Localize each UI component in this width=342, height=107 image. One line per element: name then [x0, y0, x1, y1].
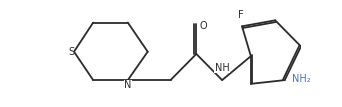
Text: NH: NH [215, 63, 229, 73]
Text: N: N [124, 80, 131, 90]
Text: F: F [238, 10, 244, 19]
Text: O: O [199, 22, 207, 31]
Text: S: S [68, 47, 74, 57]
Text: NH₂: NH₂ [291, 74, 310, 84]
